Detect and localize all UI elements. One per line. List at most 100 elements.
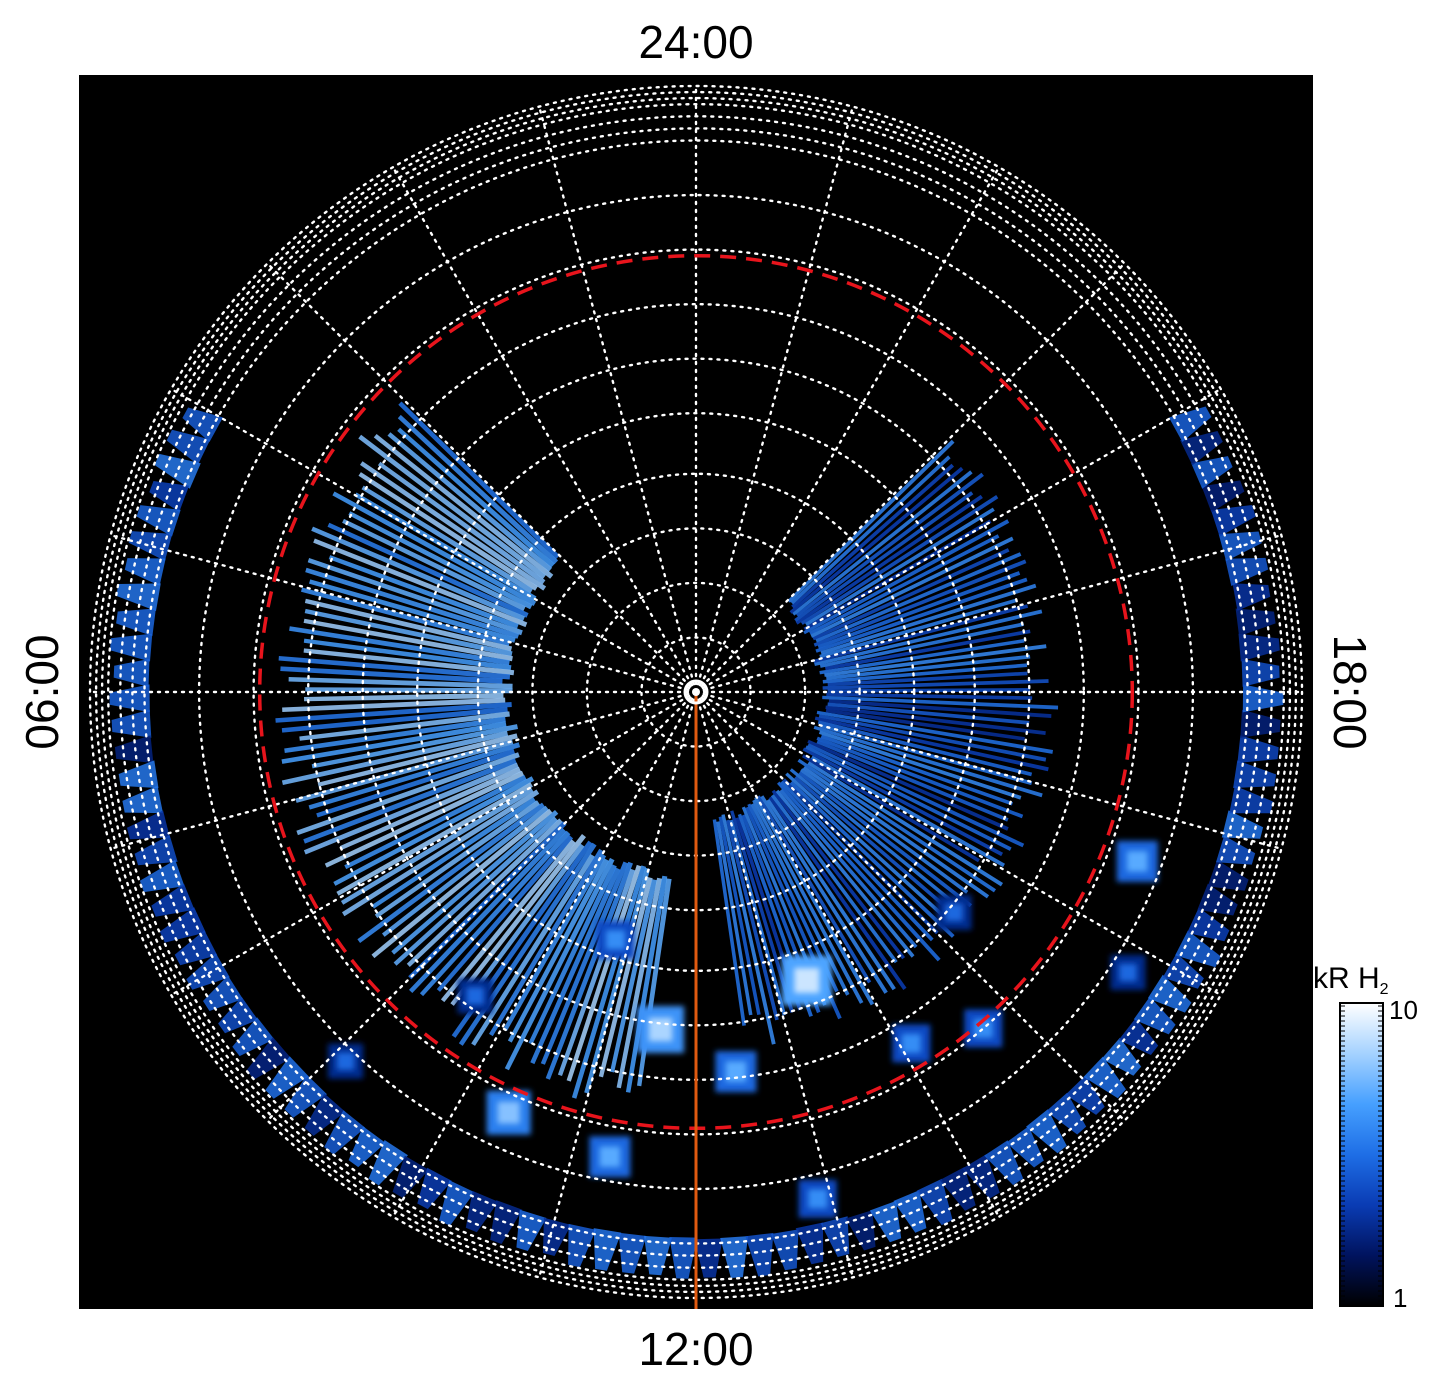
emission-wedge [809,534,1000,635]
emission-wedge [545,861,633,1080]
emission-wedge [311,526,525,622]
emission-wedge [327,522,529,618]
emission-wedge [669,1237,698,1279]
emission-wedge [489,848,604,1037]
emission-wedge [218,996,258,1034]
emission-wedge [284,1074,327,1118]
emission-wedge [371,808,553,959]
emission-wedge [1065,1075,1105,1115]
emission-wedge [869,1200,902,1243]
emission-wedge [716,821,753,1016]
emission-wedge [813,604,1029,664]
emission-wedge [360,461,547,591]
emission-wedge [598,877,653,1078]
emission-wedge [802,754,980,863]
emission-wedge [1238,633,1280,662]
emission-wedge [616,877,663,1089]
emission-wedge [798,771,972,908]
emission-wedge [826,654,1031,680]
emission-wedge [317,733,518,787]
emission-wedge [288,677,513,689]
emission-wedge [357,802,545,943]
emission-wedge [1221,810,1264,839]
emission-wedge [771,794,898,964]
emission-wedge [760,795,888,994]
pole-dot [692,688,700,696]
grid-meridian [694,690,1283,850]
emission-spot-core [497,1101,520,1124]
grid-meridian [694,690,854,1279]
emission-wedge [893,1190,927,1233]
emission-spot-core [1127,851,1148,872]
grid-meridian [694,262,1126,694]
emission-wedge [203,975,243,1011]
emission-wedge [768,796,907,990]
grid-ring [640,636,752,748]
emission-wedge [280,666,503,684]
emission-wedge [374,800,540,919]
emission-wedge [387,432,553,572]
emission-wedge [309,579,516,643]
emission-wedge [281,721,507,764]
emission-wedge [644,1235,672,1276]
emission-wedge [342,518,526,612]
emission-wedge [1101,1037,1142,1076]
emission-wedge [303,638,512,671]
emission-wedge [789,781,955,938]
emission-wedge [507,858,609,1043]
emission-wedge [465,1190,499,1233]
emission-wedge [398,401,560,560]
emission-wedge [1162,953,1204,989]
emission-wedge [301,587,511,647]
emission-wedge [819,639,1025,675]
grid-meridian [694,690,1223,997]
emission-wedge [440,839,576,1003]
emission-wedge [825,705,1046,735]
emission-wedge [275,702,512,723]
emission-wedge [289,626,510,666]
emission-wedge [503,853,607,1031]
grid-meridian [391,165,698,694]
emission-wedge [807,739,1009,831]
emission-wedge [819,622,1025,668]
emission-wedge [439,1180,475,1226]
emission-wedge [787,439,955,603]
emission-wedge [816,710,1053,754]
emission-wedge [303,648,515,676]
label-dusk: 18:00 [1324,634,1376,749]
emission-wedge [304,1093,346,1136]
emission-wedge [174,930,218,966]
emission-wedge [540,861,629,1065]
emission-wedge [984,1140,1024,1186]
colorbar-bar [1339,1002,1384,1307]
grid-ring [361,357,1031,1027]
emission-wedge [1026,1109,1067,1154]
emission-wedge [815,577,1028,653]
emission-wedge [817,720,1033,777]
emission-wedge [721,814,776,1045]
grid-meridian [694,690,1001,1219]
emission-wedge [1133,996,1176,1035]
label-noon: 12:00 [638,1323,753,1375]
emission-wedge [110,633,153,662]
emission-wedge [303,758,517,844]
emission-wedge [1232,583,1271,611]
emission-wedge [916,1178,953,1226]
colorbar-max-label: 10 [1389,995,1418,1025]
emission-spot-core [648,1017,673,1042]
emission-wedge [336,782,533,896]
grid-meridian [694,105,854,694]
emission-wedge [730,810,794,1013]
emission-spot-core [725,1061,747,1082]
emission-wedge [304,598,513,652]
grid-meridian [694,690,1126,1122]
emission-spot-core [336,1052,355,1070]
emission-wedge [305,567,520,639]
grid-meridian [538,690,698,1279]
emission-wedge [417,1167,452,1210]
grid-meridian [391,690,698,1219]
emission-wedge [816,736,1024,819]
colorbar-title-subscript: 2 [1380,981,1389,998]
emission-wedge [825,629,1031,671]
